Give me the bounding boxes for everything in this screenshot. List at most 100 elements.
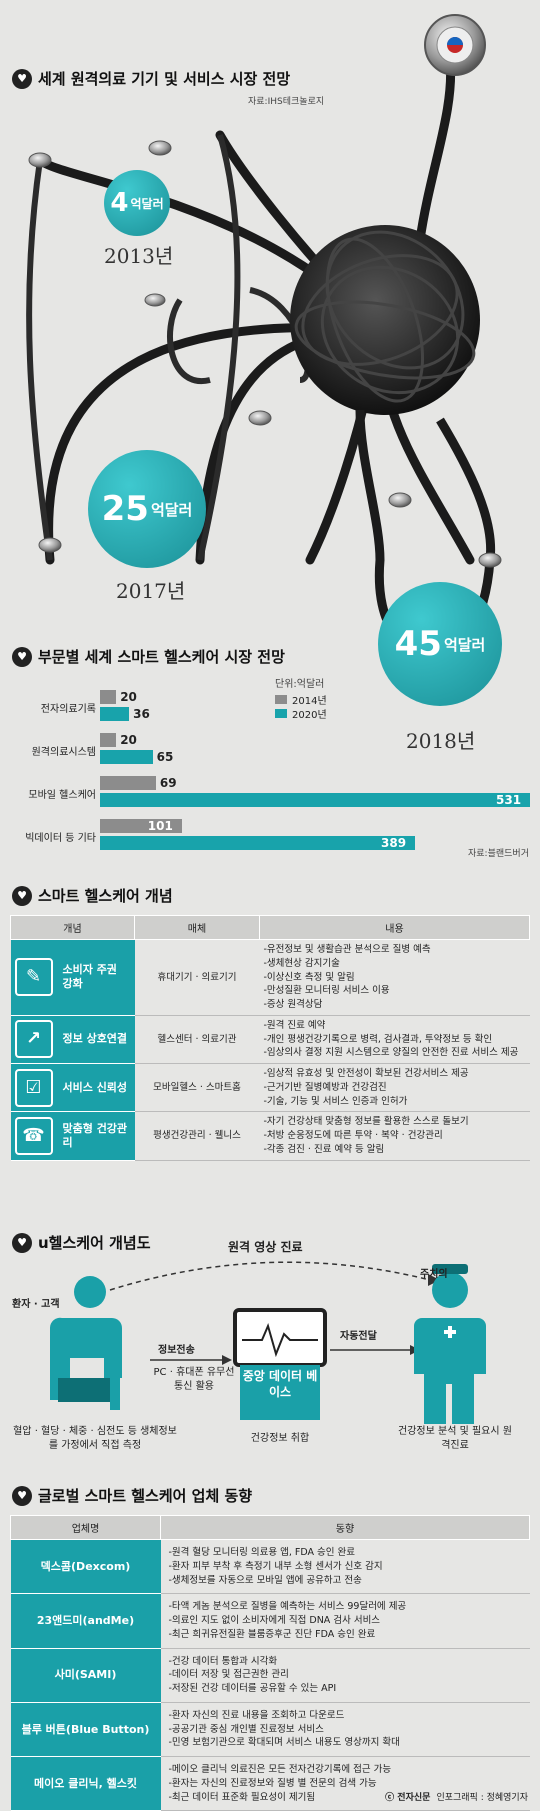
content-cell: -자기 건강상태 맞춤형 정보를 활용한 스스로 돌보기 -처방 순응정도에 따른… (259, 1111, 530, 1161)
bar-2014 (100, 690, 117, 704)
header-company: 업체명 (10, 1515, 161, 1540)
concept-cell: ↗ 정보 상호연결 (10, 1015, 135, 1065)
content-item: -유전정보 및 생활습관 분석으로 질병 예측 (263, 944, 431, 955)
company-row: 메이오 클리닉, 헬스킷 -메이오 클리닉 의료진은 모든 전자건강기록에 접근 … (10, 1756, 530, 1811)
header-media: 매체 (134, 915, 260, 940)
bar-2020 (100, 793, 530, 807)
bar-value-label: 531 (496, 793, 522, 807)
bar-category-label: 전자의료기록 (40, 704, 96, 715)
company-row: 블루 버튼(Blue Button) -환자 자신의 진료 내용을 조회하고 다운… (10, 1702, 530, 1758)
section2-title: ♥ 부문별 세계 스마트 헬스케어 시장 전망 (12, 646, 285, 667)
bar-2014 (100, 733, 117, 747)
concept-row: ✎ 소비자 주권 강화 휴대기기 · 의료기기 -유전정보 및 생활습관 분석으로 질… (10, 939, 530, 1016)
trend-item: -저장된 건강 데이터를 공유할 수 있는 API (168, 1683, 337, 1695)
content-item: -증상 원격상담 (263, 999, 323, 1011)
year-2013: 2013년 (104, 244, 174, 268)
center-label: 중앙 데이터 베이스 (242, 1369, 318, 1400)
doctor-desc: 건강정보 분석 및 필요시 원격진료 (398, 1426, 512, 1451)
content-item: -임상적 유효성 및 안전성이 확보된 건강서비스 제공 (263, 1068, 469, 1080)
trend-cell: -메이오 클리닉 의료진은 모든 전자건강기록에 접근 가능 -환자는 자신의 진… (160, 1756, 530, 1811)
content-item: -각종 검진 · 진료 예약 등 알림 (263, 1143, 385, 1155)
bar-value-label: 36 (133, 707, 150, 721)
footer-brand: ⓒ 전자신문 (385, 1793, 431, 1803)
trend-item: -데이터 저장 및 접근권한 관리 (168, 1669, 289, 1681)
media-cell: 휴대기기 · 의료기기 (134, 939, 260, 1016)
presenter-icon: ✎ (14, 958, 53, 997)
stethoscope-illustration (26, 14, 502, 662)
concept-cell: ✎ 소비자 주권 강화 (10, 939, 135, 1016)
concept-cell-inner: ↗ 정보 상호연결 (14, 1020, 131, 1059)
bar-2014 (100, 776, 156, 790)
hand-phone-icon: ☎ (14, 1117, 53, 1156)
year-2018: 2018년 (406, 729, 476, 753)
media-cell: 모바일헬스 · 스마트홈 (134, 1063, 260, 1113)
bar-value-label: 389 (381, 836, 407, 850)
trend-cell: -건강 데이터 통합과 시각화 -데이터 저장 및 접근권한 관리 -저장된 건강 … (160, 1648, 530, 1703)
checklist-icon: ☑ (14, 1068, 53, 1107)
media-cell: 헬스센터 · 의료기관 (134, 1015, 260, 1065)
bar-value-label: 20 (120, 733, 137, 747)
bar-2020 (100, 836, 415, 850)
trend-item: -최근 희귀유전질환 블룸증후군 진단 FDA 승인 완료 (168, 1628, 376, 1640)
trend-item: -공공기관 중심 개인별 진료정보 서비스 (168, 1723, 324, 1735)
section5-title: ♥ 글로벌 스마트 헬스케어 업체 동향 (12, 1485, 252, 1506)
year-2017: 2017년 (116, 579, 186, 603)
bar-category-label: 원격의료시스템 (31, 747, 96, 758)
heart-icon: ♥ (12, 1232, 32, 1253)
company-name: 23앤드미(andMe) (10, 1593, 161, 1649)
concept-row: ↗ 정보 상호연결 헬스센터 · 의료기관 -원격 진료 예약 -개인 평생건강기록으로… (10, 1015, 530, 1065)
company-row: 사미(SAMI) -건강 데이터 통합과 시각화 -데이터 저장 및 접근권한 관리… (10, 1648, 530, 1703)
chart-people-icon: ↗ (14, 1020, 53, 1059)
company-table: 업체명 동향 덱스콤(Dexcom) -원격 혈당 모니터링 의료용 앱, FDA… (10, 1515, 530, 1811)
bar-2020 (100, 707, 130, 721)
concept-cell: ☑ 서비스 신뢰성 (10, 1063, 135, 1113)
trend-item: -메이오 클리닉 의료진은 모든 전자건강기록에 접근 가능 (168, 1764, 392, 1776)
trend-item: -민영 보험기관으로 확대되며 서비스 내용도 영상까지 확대 (168, 1737, 400, 1749)
concept-cell-inner: ☑ 서비스 신뢰성 (14, 1068, 131, 1107)
company-name: 메이오 클리닉, 헬스킷 (10, 1756, 161, 1811)
trend-item: -원격 혈당 모니터링 의료용 앱, FDA 승인 완료 (168, 1547, 356, 1558)
concept-name: 서비스 신뢰성 (62, 1080, 128, 1094)
company-row: 덱스콤(Dexcom) -원격 혈당 모니터링 의료용 앱, FDA 승인 완료 -… (10, 1539, 530, 1595)
patient-label: 환자 · 고객 (12, 1299, 60, 1310)
trend-item: -환자 자신의 진료 내용을 조회하고 다운로드 (168, 1709, 345, 1721)
content-item: -자기 건강상태 맞춤형 정보를 활용한 스스로 돌보기 (263, 1116, 469, 1128)
concept-row: ☎ 맞춤형 건강관리 평생건강관리 · 웰니스 -자기 건강상태 맞춤형 정보를 활용… (10, 1111, 530, 1161)
trend-item: -최근 데이터 표준화 필요성이 제기됨 (168, 1791, 316, 1803)
bar-2014 (100, 819, 182, 833)
header-concept: 개념 (10, 915, 135, 940)
bar-value-label: 69 (159, 776, 177, 790)
bar-2020 (100, 750, 153, 764)
header-trend: 동향 (160, 1515, 530, 1540)
chart-unit: 단위:억달러 (275, 679, 325, 690)
trend-item: -환자 피부 부착 후 측정기 내부 소형 센서가 신호 감지 (168, 1560, 383, 1572)
media-cell: 평생건강관리 · 웰니스 (134, 1111, 260, 1161)
content-cell: -원격 진료 예약 -개인 평생건강기록으로 병력, 검사결과, 투약정보 등 확… (259, 1015, 530, 1065)
concept-name: 소비자 주권 강화 (62, 963, 117, 991)
send-label: 정보전송 (158, 1345, 195, 1356)
send-desc: PC · 휴대폰 유무선 통신 활용 (153, 1367, 235, 1392)
legend-2014: 2014년 (275, 692, 327, 707)
content-cell: -임상적 유효성 및 안전성이 확보된 건강서비스 제공 -근거기반 질병예방과 … (259, 1063, 530, 1113)
trend-cell: -원격 혈당 모니터링 의료용 앱, FDA 승인 완료 -환자 피부 부착 후 … (160, 1539, 530, 1595)
content-item: -만성질환 모니터링 서비스 이용 (263, 985, 390, 997)
bubble-2018: 45 억달러 (378, 582, 502, 706)
heart-icon: ♥ (12, 1485, 32, 1506)
content-item: -이상신호 측정 및 알림 (263, 971, 355, 983)
content-item: -원격 진료 예약 (263, 1019, 326, 1031)
bar-value-label: 20 (120, 690, 137, 704)
auto-label: 자동전달 (340, 1331, 377, 1342)
bubble-2017: 25 억달러 (88, 450, 206, 568)
trend-item: -건강 데이터 통합과 시각화 (168, 1655, 278, 1667)
content-item: -처방 순응정도에 따른 투약 · 복약 · 건강관리 (263, 1130, 443, 1142)
content-item: -임상의사 결정 지원 시스템으로 양질의 안전한 진료 서비스 제공 (263, 1047, 519, 1059)
heart-icon: ♥ (12, 646, 32, 667)
section1-source: 자료:IHS테크놀로지 (248, 97, 325, 107)
content-item: -개인 평생건강기록으로 병력, 검사결과, 투약정보 등 확인 (263, 1033, 493, 1045)
concept-cell-inner: ☎ 맞춤형 건강관리 (14, 1117, 131, 1156)
legend-2020: 2020년 (275, 706, 327, 721)
footer-credit: 인포그래픽 : 정혜영기자 (436, 1793, 528, 1803)
concept-name: 정보 상호연결 (62, 1032, 128, 1046)
company-name: 덱스콤(Dexcom) (10, 1539, 161, 1595)
bar-category-label: 모바일 헬스케어 (28, 790, 96, 801)
